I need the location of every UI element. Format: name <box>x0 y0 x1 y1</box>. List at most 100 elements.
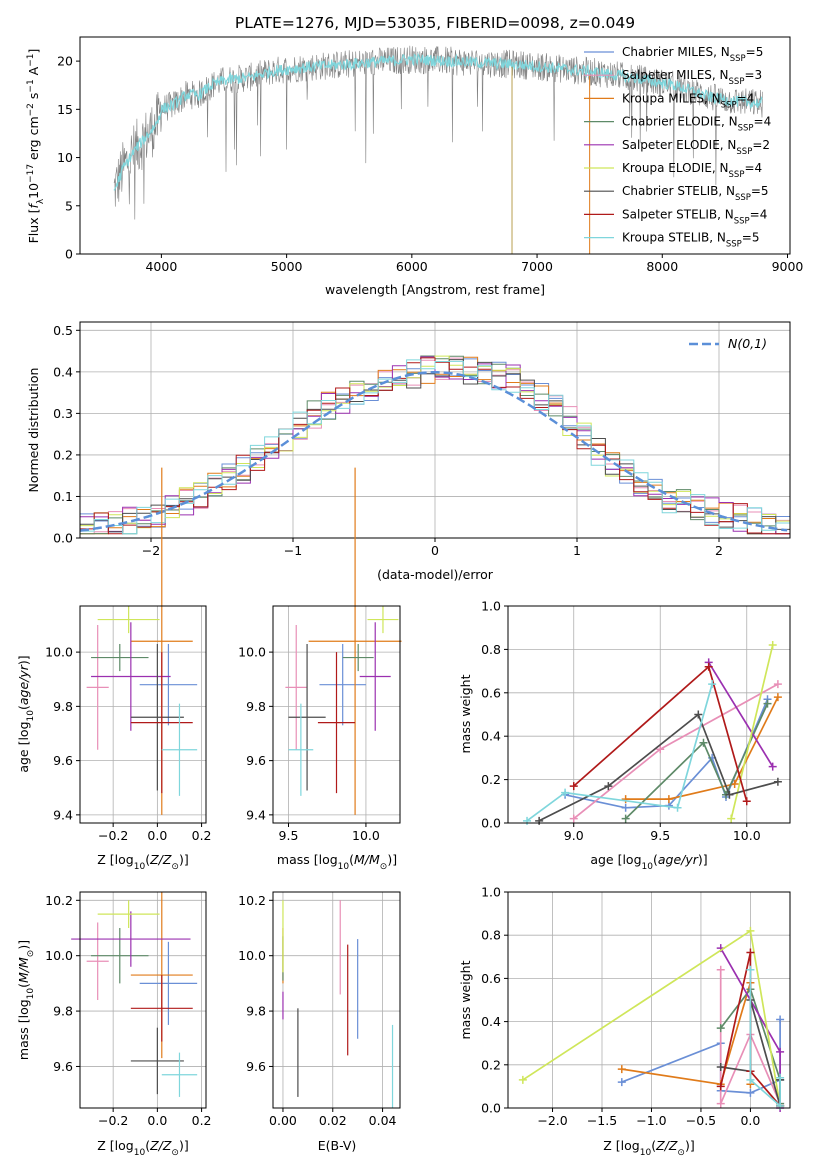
y-axis-label: age [log10(age/yr)] <box>16 655 36 772</box>
legend-label: N(0,1) <box>728 336 767 351</box>
x-tick-label: −0.2 <box>98 828 128 843</box>
plot-area <box>523 641 782 825</box>
series-marker <box>727 814 736 823</box>
axes-border <box>272 605 401 824</box>
legend-label: Kroupa MILES, NSSP=4 <box>622 91 754 110</box>
x-tick-label: 10.0 <box>352 828 380 843</box>
x-tick-label: 2 <box>715 543 723 558</box>
y-tick-label: 10.0 <box>45 645 73 660</box>
series-chabrier-stelib <box>535 710 782 825</box>
x-tick-label: 6000 <box>396 259 428 274</box>
errorbar-point <box>86 624 109 750</box>
series-marker <box>776 1101 785 1110</box>
errorbar-point <box>130 975 193 1042</box>
series-marker <box>699 738 708 747</box>
series-marker <box>716 965 725 974</box>
legend-label: Salpeter STELIB, NSSP=4 <box>622 207 767 226</box>
y-tick-label: 0.8 <box>481 928 501 943</box>
y-tick-label: 0.2 <box>481 772 501 787</box>
series-marker <box>708 680 717 689</box>
x-tick-label: 8000 <box>646 259 678 274</box>
x-tick-label: 9.0 <box>564 828 584 843</box>
series-marker <box>746 1088 755 1097</box>
y-axis-label: mass weight <box>458 960 473 1039</box>
legend-label: Kroupa ELODIE, NSSP=4 <box>622 161 762 180</box>
series-marker <box>768 762 777 771</box>
series-salpeter-stelib <box>569 662 751 806</box>
plot-area <box>86 467 198 815</box>
y-tick-label: 0.4 <box>53 364 73 379</box>
y-tick-label: 9.6 <box>53 1059 73 1074</box>
errorbar-point <box>317 652 356 794</box>
legend: Chabrier MILES, NSSP=5 Salpeter MILES, NS… <box>584 45 771 250</box>
axes-border <box>507 891 791 1109</box>
series-marker <box>621 803 630 812</box>
errorbar-point <box>86 922 109 1000</box>
data-spectrum-line <box>113 45 763 220</box>
legend-label: Salpeter ELODIE, NSSP=2 <box>622 138 770 157</box>
series-marker <box>604 782 613 791</box>
series-marker <box>621 795 630 804</box>
y-tick-label: 0.1 <box>53 489 73 504</box>
x-tick-label: 9000 <box>772 259 804 274</box>
series-line <box>625 703 769 820</box>
series-marker <box>664 795 673 804</box>
y-tick-label: 0.6 <box>481 971 501 986</box>
series-marker <box>535 816 544 825</box>
y-tick-label: 9.8 <box>53 1004 73 1019</box>
histogram-step-line <box>80 359 790 535</box>
y-tick-label: 10.0 <box>238 948 266 963</box>
axes-frame: −0.2 0.0 0.2 9.4 9.6 9.8 10.0 <box>45 605 212 843</box>
y-tick-label: 10.0 <box>45 948 73 963</box>
y-tick-label: 9.8 <box>53 699 73 714</box>
errorbar-point <box>139 941 198 1025</box>
y-tick-label: 0.4 <box>481 729 501 744</box>
y-axis-label: Flux [fλ10−17 erg cm−2 s−1 A−1] <box>26 49 46 244</box>
errorbar-point <box>342 643 374 672</box>
errorbar-point <box>285 624 308 750</box>
legend-label: Chabrier MILES, NSSP=5 <box>622 45 763 64</box>
plot-area <box>518 926 785 1112</box>
y-tick-label: 9.6 <box>246 753 266 768</box>
errorbar-point <box>161 1052 198 1097</box>
y-tick-label: 9.6 <box>246 1059 266 1074</box>
figure-title: PLATE=1276, MJD=53035, FIBERID=0098, z=0… <box>235 14 635 32</box>
series-line <box>526 683 713 822</box>
errorbar-point <box>130 1027 184 1095</box>
y-tick-label: 0.8 <box>481 642 501 657</box>
age-vs-z-panel: −0.2 0.0 0.2 9.4 9.6 9.8 10.0 Z [log10(Z/Z⊙)] ag… <box>16 467 212 872</box>
y-tick-label: 0.0 <box>481 816 501 831</box>
errorbar-point <box>91 622 171 731</box>
x-tick-label: −1.5 <box>587 1113 617 1128</box>
series-marker <box>617 1065 626 1074</box>
series-marker <box>694 710 703 719</box>
x-tick-label: 7000 <box>521 259 553 274</box>
model-spectrum-line <box>113 52 763 191</box>
spectrum-panel: 4000 5000 6000 7000 8000 9000 0 5 10 15 20 waveleng… <box>26 36 804 297</box>
y-tick-label: 10.0 <box>238 645 266 660</box>
errorbar-point <box>130 643 184 791</box>
series-marker <box>776 1073 785 1082</box>
y-tick-label: 10.2 <box>45 893 73 908</box>
y-tick-label: 0.4 <box>481 1014 501 1029</box>
residuals-panel: −2 −1 0 1 2 0.0 0.1 0.2 0.3 0.4 0.5 N(0,1) (data-mod… <box>26 321 791 582</box>
series-marker <box>621 814 630 823</box>
errorbar-point <box>91 643 149 672</box>
series-salpeter-miles <box>569 680 782 823</box>
x-axis-label: age [log10(age/yr)] <box>590 852 707 872</box>
series-marker <box>776 1047 785 1056</box>
y-tick-label: 9.4 <box>53 807 73 822</box>
plot-area <box>79 355 790 535</box>
errorbar-point <box>91 928 149 984</box>
series-line <box>707 661 774 768</box>
series-marker <box>773 693 782 702</box>
y-tick-label: 9.8 <box>246 699 266 714</box>
x-tick-label: 4000 <box>145 259 177 274</box>
x-tick-label: −2 <box>142 543 160 558</box>
x-tick-label: 0 <box>431 543 439 558</box>
series-marker <box>716 1062 725 1071</box>
y-tick-label: 0 <box>65 247 73 262</box>
mass-weight-vs-age-panel: 9.0 9.5 10.0 0.0 0.2 0.4 0.6 0.8 1.0 age [log10(a… <box>458 599 791 872</box>
x-tick-label: −2.0 <box>537 1113 567 1128</box>
y-tick-label: 0.2 <box>53 447 73 462</box>
